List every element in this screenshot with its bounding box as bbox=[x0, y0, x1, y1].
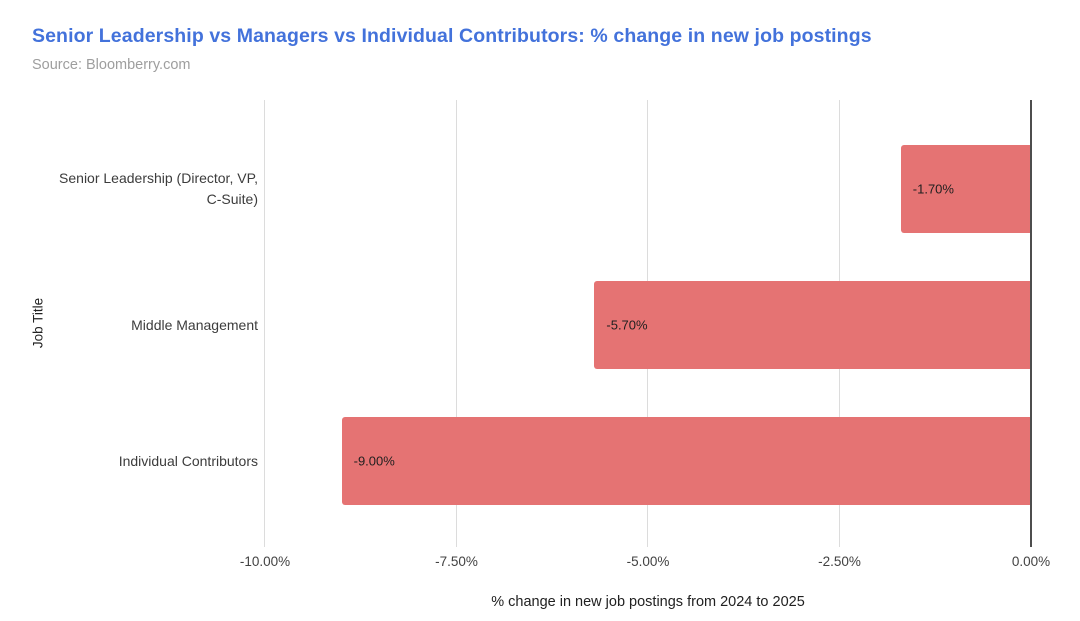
bar-senior-leadership: -1.70% bbox=[900, 145, 1031, 233]
bar-individual-contributors: -9.00% bbox=[341, 417, 1031, 505]
chart-title: Senior Leadership vs Managers vs Individ… bbox=[32, 25, 872, 47]
x-tick-label: -5.00% bbox=[626, 554, 670, 569]
bar-value-label: -5.70% bbox=[606, 317, 648, 333]
gridline bbox=[264, 100, 265, 547]
x-axis-title: % change in new job postings from 2024 t… bbox=[491, 594, 805, 610]
x-tick-label: -2.50% bbox=[818, 554, 861, 569]
bar-value-label: -1.70% bbox=[912, 181, 954, 197]
bar-middle-management: -5.70% bbox=[594, 281, 1031, 369]
category-label-individual-contributors: Individual Contributors bbox=[118, 452, 258, 469]
bar-value-label: -9.00% bbox=[353, 453, 395, 469]
chart-source: Source: Bloomberry.com bbox=[32, 57, 191, 73]
plot-area: -1.70% -5.70% -9.00% bbox=[264, 100, 1032, 547]
y-axis-title: Job Title bbox=[30, 297, 46, 349]
x-tick-label: -7.50% bbox=[435, 554, 478, 569]
category-label-middle-management: Middle Management bbox=[131, 316, 258, 333]
x-tick-label: -10.00% bbox=[239, 554, 291, 569]
category-label-senior-leadership: Senior Leadership (Director, VP, C-Suite… bbox=[59, 170, 258, 207]
gridline bbox=[455, 100, 457, 547]
zero-axis-line bbox=[1030, 100, 1032, 547]
x-tick-label: 0.00% bbox=[1011, 554, 1051, 569]
x-axis-ticks: -10.00% -7.50% -5.00% -2.50% 0.00% bbox=[240, 554, 1050, 574]
